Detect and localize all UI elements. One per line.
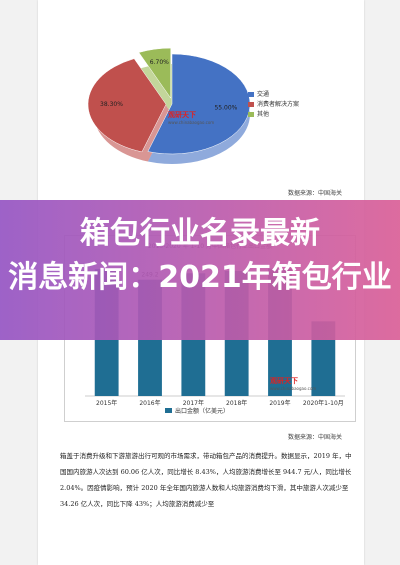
bar-category-label: 2016年 — [139, 399, 160, 407]
headline-title: 箱包行业名录最新 消息新闻：2021年箱包行业 — [8, 216, 392, 295]
bar-category-label: 2017年 — [183, 399, 204, 407]
pie-logo: 观研天下 www.chinabaogao.com — [168, 111, 215, 125]
pie-slice — [87, 58, 167, 153]
headline-banner — [0, 200, 400, 340]
bar-legend-label: 出口金额（亿美元） — [175, 407, 229, 415]
pie-chart: 55.00% 38.30% 6.70% — [52, 40, 302, 180]
bar-legend-swatch-icon — [165, 408, 172, 413]
bar-logo: 观研天下 www.chinabaogao.com — [270, 377, 317, 391]
bar — [311, 321, 336, 396]
pie-slice — [138, 47, 171, 99]
bar-category-label: 2018年 — [226, 399, 247, 407]
pie-legend: 交通 消费者解决方案 其他 — [248, 90, 299, 120]
legend-swatch-icon — [248, 112, 254, 117]
pie-slice-label: 6.70% — [150, 59, 169, 66]
pie-source-note: 数据来源：中国海关 — [288, 190, 343, 197]
pie-slice-label: 38.30% — [100, 101, 123, 108]
legend-item: 消费者解决方案 — [248, 100, 299, 110]
bar-category-label: 2015年 — [96, 399, 117, 407]
bar-source-note: 数据来源：中国海关 — [288, 434, 343, 441]
body-paragraph: 箱盖于消费升级和下游旅游出行可观的市场需求，带动箱包产品的消费提升。数据显示，2… — [60, 452, 352, 508]
legend-swatch-icon — [248, 92, 254, 97]
bar-category-label: 2019年 — [269, 399, 290, 407]
bar-category-label: 2020年1-10月 — [303, 399, 344, 407]
legend-item: 其他 — [248, 110, 299, 120]
legend-swatch-icon — [248, 102, 254, 107]
pie-slice-label: 55.00% — [214, 104, 237, 111]
pie-slice — [147, 53, 251, 155]
legend-item: 交通 — [248, 90, 299, 100]
